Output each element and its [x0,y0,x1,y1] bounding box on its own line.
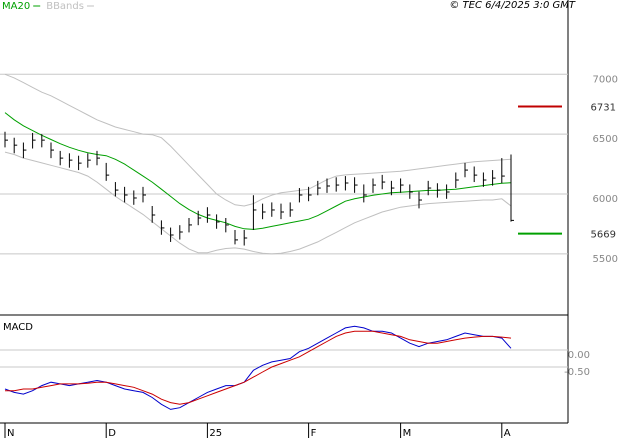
x-tick-label: M [403,428,412,439]
credit: © TEC 6/4/2025 3:0 GMT [449,0,576,11]
x-tick-label: F [311,428,317,439]
y-tick-label: -0.50 [564,367,590,378]
y-tick-label: 6000 [593,194,618,205]
y-tick-label: 7000 [593,74,618,85]
band-lower [4,151,512,255]
x-tick-label: A [504,428,511,439]
x-tick-label: 25 [209,428,222,439]
x-tick-label: D [108,428,116,439]
legend-label: MA20 [2,1,30,12]
price-level-label: 6731 [591,102,616,113]
macd-line [4,325,512,410]
moving-average [4,112,512,230]
legend-label: BBands [46,1,84,12]
price-level-label: 5669 [591,230,616,241]
band-upper [4,73,512,207]
x-tick-label: N [7,428,14,439]
y-tick-label: 6500 [593,134,618,145]
y-tick-label: 5500 [593,254,618,265]
panel-title: MACD [3,322,33,333]
y-tick-label: 0.00 [568,350,590,361]
macd-line [5,330,512,405]
